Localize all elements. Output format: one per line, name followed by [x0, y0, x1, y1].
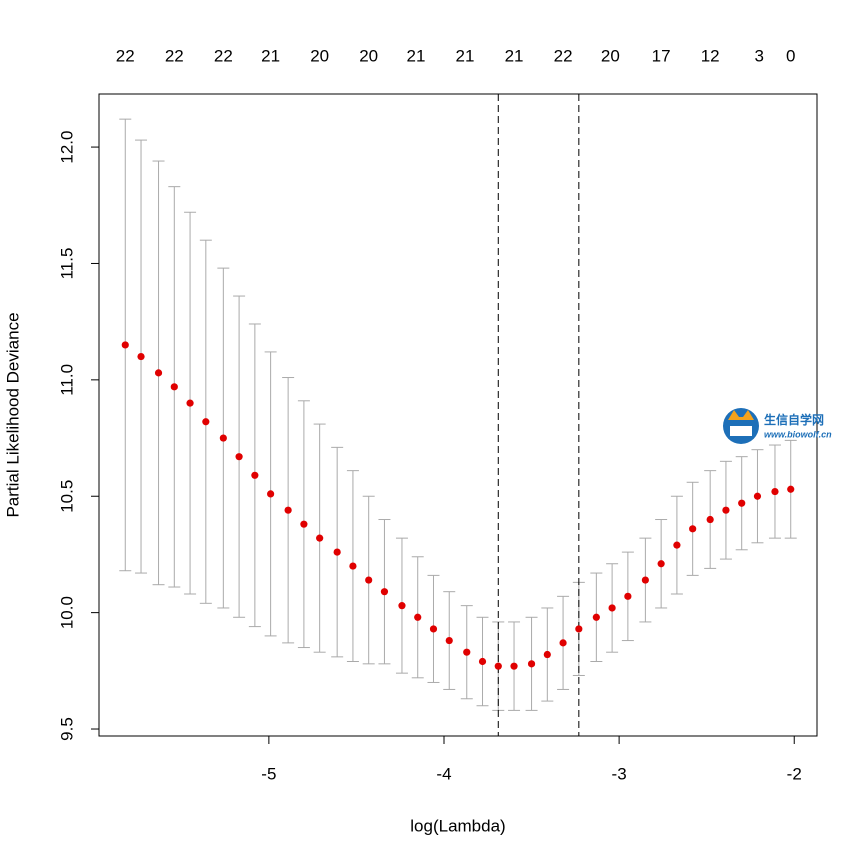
- point: [170, 383, 178, 391]
- point: [689, 525, 697, 533]
- point: [267, 490, 275, 498]
- point: [559, 639, 567, 647]
- top-tick-label: 22: [116, 46, 135, 65]
- x-tick-label: -2: [787, 764, 802, 783]
- point: [202, 418, 210, 426]
- point: [186, 399, 194, 407]
- top-tick-label: 12: [701, 46, 720, 65]
- x-tick-label: -4: [436, 764, 451, 783]
- point: [673, 541, 681, 549]
- point: [398, 602, 406, 610]
- point: [219, 434, 227, 442]
- top-tick-label: 21: [456, 46, 475, 65]
- point: [510, 662, 518, 670]
- point: [463, 648, 471, 656]
- point: [771, 487, 779, 496]
- y-tick-label: 11.0: [57, 364, 76, 396]
- y-tick-label: 12.0: [57, 131, 76, 164]
- watermark-icon: [730, 426, 752, 436]
- plot-frame: [98, 93, 818, 737]
- y-tick-label: 11.5: [57, 248, 76, 280]
- point: [284, 506, 292, 514]
- point: [543, 650, 551, 659]
- point: [575, 625, 583, 633]
- top-tick-label: 22: [554, 46, 573, 65]
- watermark-name: 生信自学网: [764, 412, 824, 427]
- watermark-url: www.biowolf.cn: [764, 429, 832, 439]
- point: [641, 576, 649, 584]
- point: [429, 625, 438, 633]
- point: [478, 657, 487, 666]
- y-tick-label: 9.5: [57, 717, 76, 741]
- point: [380, 588, 389, 596]
- top-tick-label: 21: [505, 46, 524, 65]
- point: [722, 506, 730, 514]
- top-tick-label: 21: [261, 46, 280, 65]
- top-tick-label: 0: [786, 46, 795, 65]
- top-tick-label: 21: [407, 46, 426, 65]
- point: [494, 662, 502, 670]
- point: [349, 562, 357, 570]
- top-tick-label: 17: [652, 46, 671, 65]
- point: [592, 613, 600, 621]
- point: [445, 636, 453, 645]
- point: [624, 592, 632, 600]
- point: [414, 613, 422, 621]
- x-tick-label: -5: [261, 764, 276, 783]
- point: [706, 515, 714, 524]
- x-axis-label: log(Lambda): [410, 816, 505, 835]
- top-tick-label: 20: [310, 46, 329, 65]
- point: [316, 534, 324, 542]
- point: [527, 660, 536, 668]
- point: [300, 520, 308, 528]
- y-tick-label: 10.0: [57, 596, 76, 629]
- top-tick-label: 20: [359, 46, 378, 65]
- top-tick-label: 22: [165, 46, 184, 65]
- point: [787, 485, 795, 493]
- x-tick-label: -3: [612, 764, 627, 783]
- point: [753, 492, 762, 500]
- point: [608, 604, 616, 612]
- point: [333, 548, 341, 556]
- point: [121, 341, 129, 349]
- y-axis-label: Partial Likelihood Deviance: [3, 312, 22, 517]
- point: [235, 453, 243, 461]
- top-tick-label: 20: [601, 46, 620, 65]
- point: [738, 499, 746, 507]
- watermark-icon: [728, 410, 754, 420]
- top-tick-label: 22: [214, 46, 233, 65]
- point: [251, 471, 259, 479]
- point: [137, 352, 145, 361]
- point: [657, 560, 665, 568]
- watermark: 生信自学网 www.biowolf.cn: [723, 408, 832, 444]
- point: [365, 576, 373, 584]
- top-tick-label: 3: [754, 46, 763, 65]
- y-tick-label: 10.5: [57, 480, 76, 513]
- point: [154, 369, 163, 377]
